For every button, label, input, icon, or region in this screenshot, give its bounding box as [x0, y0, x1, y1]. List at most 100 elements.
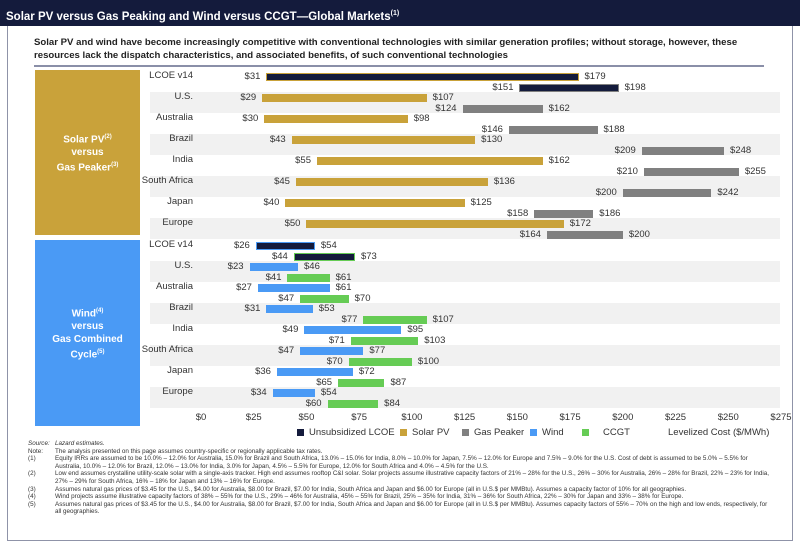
legend-swatch [462, 429, 469, 436]
x-tick-label: $25 [245, 412, 262, 423]
gas-peaker-bar [462, 105, 543, 113]
bar-high-label: $54 [320, 240, 337, 251]
x-tick-label: $125 [454, 412, 476, 423]
legend-label: Wind [542, 427, 564, 438]
bar-low-label: $200 [595, 187, 617, 198]
bar-low-label: $30 [242, 113, 259, 124]
gas-peaker-bar [546, 231, 623, 239]
bar-high-label: $172 [569, 218, 591, 229]
lcoe-solar-pv-bar [266, 73, 579, 81]
bar-high-label: $87 [390, 377, 407, 388]
page-header: Solar PV versus Gas Peaking and Wind ver… [0, 0, 800, 26]
category-label: Europe [162, 386, 193, 397]
x-tick-label: $225 [664, 412, 687, 423]
bar-high-label: $107 [432, 314, 454, 325]
bar-low-label: $26 [233, 240, 250, 251]
title-footnote: (1) [390, 10, 400, 17]
x-tick-label: $0 [195, 412, 207, 423]
bar-high-label: $186 [599, 208, 621, 219]
footnote: (3) Assumes natural gas prices of $3.45 f… [28, 485, 687, 493]
solar-pv-bar [264, 115, 408, 123]
footnotes: Source: Lazard estimates. Note: The analysi… [28, 440, 773, 516]
subtitle: Solar PV and wind have become increasing… [34, 37, 738, 61]
ccgt-bar [363, 316, 427, 324]
ccgt-bar [350, 337, 419, 345]
bar-high-label: $53 [318, 303, 335, 314]
gas-peaker-bar [508, 126, 598, 134]
solar-pv-bar [317, 157, 543, 165]
bar-high-label: $162 [548, 103, 570, 114]
x-tick-label: $200 [612, 412, 634, 423]
bar-high-label: $84 [384, 398, 401, 409]
bar-high-label: $179 [584, 71, 606, 82]
category-label: Japan [167, 365, 193, 376]
bar-low-label: $210 [616, 166, 638, 177]
x-tick-label: $50 [298, 412, 315, 423]
bar-high-label: $248 [730, 145, 752, 156]
bar-high-label: $103 [424, 335, 446, 346]
solar-panel-label: Solar PV(2) versus Gas Peaker(3) [35, 70, 140, 235]
legend-label: Gas Peaker [474, 427, 525, 438]
bar-low-label: $65 [316, 377, 333, 388]
bar-low-label: $49 [282, 324, 299, 335]
bar-high-label: $200 [628, 229, 650, 240]
bar-low-label: $23 [227, 261, 244, 272]
bar-low-label: $164 [519, 229, 541, 240]
legend-swatch [400, 429, 407, 436]
legend-label: Unsubsidized LCOE [309, 427, 395, 438]
bar-high-label: $73 [360, 251, 377, 262]
bar-low-label: $45 [274, 176, 290, 187]
category-label: South Africa [141, 344, 193, 355]
bar-high-label: $107 [432, 92, 454, 103]
row-band [150, 387, 780, 408]
bar-high-label: $72 [358, 366, 375, 377]
bar-low-label: $27 [236, 282, 252, 293]
footnote: (1) Equity IRRs are assumed to be 10.0% –… [28, 455, 748, 470]
footnote: Source: Lazard estimates. [28, 440, 105, 447]
solar-pv-bar [285, 199, 465, 207]
bar-low-label: $41 [265, 272, 282, 283]
page-title: Solar PV versus Gas Peaking and Wind ver… [6, 10, 391, 23]
legend-item: Gas Peaker [462, 427, 524, 438]
legend-item: CCGT [582, 427, 630, 438]
legend-label: CCGT [603, 427, 630, 438]
legend-item: Unsubsidized LCOE [297, 427, 395, 438]
ccgt-bar [338, 379, 385, 387]
wind-bar [249, 263, 298, 271]
legend-label: Solar PV [412, 427, 450, 438]
category-label: LCOE v14 [149, 239, 193, 250]
bar-high-label: $100 [417, 356, 440, 367]
bar-high-label: $98 [413, 113, 430, 124]
wind-bar [257, 284, 330, 292]
divider [34, 65, 764, 67]
solar-pv-bar [306, 220, 564, 228]
wind-bar [304, 326, 402, 334]
solar-pv-bar [291, 136, 476, 144]
bar-high-label: $198 [624, 82, 646, 93]
lcoe-gas-peaker-bar [519, 84, 619, 92]
x-tick-label: $150 [506, 412, 528, 423]
bar-high-label: $46 [304, 261, 320, 272]
bar-high-label: $188 [603, 124, 625, 135]
bar-high-label: $125 [470, 197, 492, 208]
category-label: Australia [156, 281, 193, 292]
row-band [150, 261, 780, 282]
bar-low-label: $36 [255, 366, 271, 377]
bar-low-label: $47 [278, 293, 295, 304]
solar-pv-bar [295, 178, 488, 186]
category-label: Brazil [169, 133, 193, 144]
legend-item: Wind [530, 427, 564, 438]
lcoe-wind-bar [255, 242, 315, 250]
bar-low-label: $124 [435, 103, 457, 114]
bar-high-label: $70 [354, 293, 371, 304]
bar-low-label: $44 [271, 251, 288, 262]
category-label: South Africa [141, 175, 193, 186]
gas-peaker-bar [641, 147, 725, 155]
x-tick-label: $175 [559, 412, 581, 423]
legend-swatch [297, 429, 304, 436]
bar-low-label: $77 [341, 314, 358, 325]
bar-low-label: $60 [305, 398, 322, 409]
bar-low-label: $151 [492, 82, 514, 93]
category-label: India [172, 323, 193, 334]
gas-peaker-bar [534, 210, 594, 218]
